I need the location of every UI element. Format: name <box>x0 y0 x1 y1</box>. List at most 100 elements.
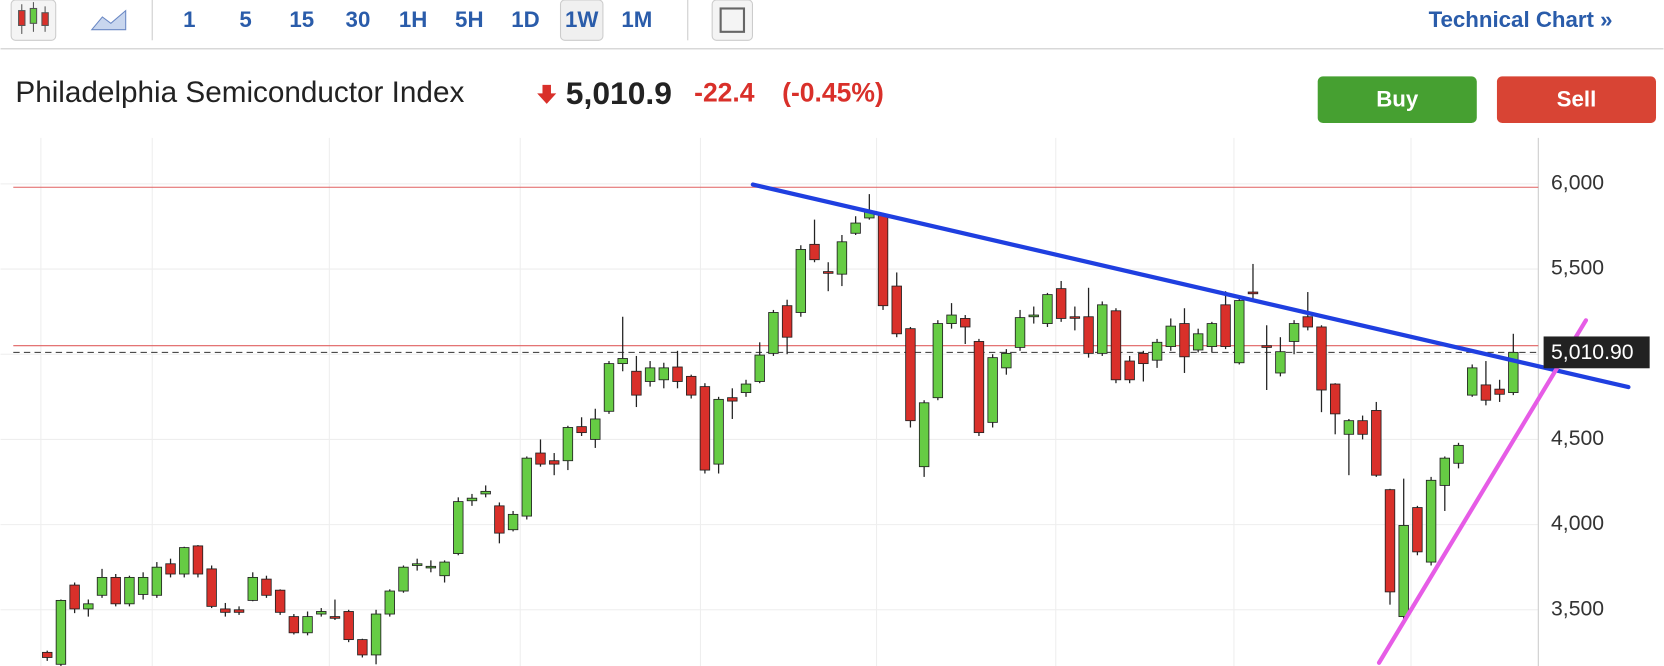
candle-body <box>1069 316 1081 319</box>
candle-body <box>425 565 437 569</box>
layout-glyph <box>719 7 746 33</box>
candle-body <box>1014 317 1026 348</box>
interval-button[interactable]: 15 <box>289 7 314 32</box>
plot <box>13 182 1631 666</box>
candle-body <box>1357 420 1368 435</box>
candle-body <box>302 616 313 634</box>
candle-body <box>1508 351 1519 393</box>
candle-body <box>42 651 53 658</box>
candle-body <box>1453 444 1464 464</box>
candle-body <box>1275 351 1286 374</box>
candle-body <box>1179 323 1190 358</box>
interval-button[interactable]: 1W <box>565 7 598 32</box>
candle-body <box>686 375 697 396</box>
candle-body <box>535 452 546 465</box>
sell-button[interactable] <box>1496 76 1657 124</box>
candle-body <box>137 576 149 595</box>
change-percent: (-0.45%) <box>782 77 884 107</box>
candle-body <box>603 363 615 412</box>
candle-body <box>220 608 231 613</box>
buy-button[interactable] <box>1317 76 1477 124</box>
candle-body <box>836 241 848 275</box>
buy-label: Buy <box>1376 87 1419 112</box>
candle-body <box>165 563 176 575</box>
candle-body <box>1055 288 1067 319</box>
candle-body <box>1001 352 1012 369</box>
candle-body <box>973 341 985 434</box>
candle-icon <box>18 2 49 34</box>
candle-body <box>384 590 395 615</box>
candle-body <box>110 576 121 605</box>
candle-body <box>1467 367 1478 396</box>
candle-body <box>206 568 217 607</box>
candle-body <box>1220 304 1231 347</box>
candle-body <box>1384 489 1396 593</box>
candle-body <box>617 358 628 365</box>
candle-body <box>877 214 889 307</box>
interval-button[interactable]: 30 <box>346 7 371 32</box>
candle-body <box>1042 294 1053 324</box>
candle-body <box>1083 316 1094 354</box>
candle-body <box>823 271 834 274</box>
candle-body <box>1425 479 1437 563</box>
candle-body <box>233 609 245 613</box>
y-tick-label: 6,000 <box>1551 171 1604 194</box>
candle-body <box>960 318 971 328</box>
interval-button[interactable]: 5H <box>455 7 483 32</box>
candle-body <box>781 305 793 338</box>
candle-body <box>1261 345 1272 348</box>
candle-body <box>439 561 450 577</box>
change: -22.4 <box>694 77 755 107</box>
candle-body <box>946 314 957 324</box>
candle-body <box>411 563 423 566</box>
trendline <box>750 182 1631 390</box>
candle-body <box>1165 325 1176 347</box>
candle-body <box>795 249 807 313</box>
candle-body <box>905 328 916 422</box>
candle-body <box>1234 300 1245 364</box>
candle-body <box>1097 304 1108 354</box>
candle-body <box>1316 326 1327 391</box>
down-arrow <box>537 84 557 104</box>
interval-button[interactable]: 1M <box>621 7 652 32</box>
candle-body <box>357 639 368 656</box>
interval-button[interactable]: 1D <box>511 7 539 32</box>
selected-interval-box <box>559 0 604 41</box>
candle-body <box>316 611 327 615</box>
candle-body <box>548 460 560 465</box>
candle-body <box>1124 360 1135 381</box>
candle-body <box>1192 333 1204 351</box>
layout-icon[interactable] <box>711 0 753 41</box>
last-price-box <box>1543 336 1650 369</box>
candle-body <box>179 547 190 575</box>
y-tick-label: 4,500 <box>1551 427 1604 450</box>
candle-body <box>590 418 601 440</box>
technical-chart-link[interactable]: Technical Chart » <box>1429 7 1613 32</box>
candle-body <box>768 312 779 354</box>
candle-body <box>398 566 409 592</box>
candle-body <box>713 398 724 465</box>
candle-body <box>1302 316 1313 328</box>
candle-body <box>370 613 382 656</box>
candle-body <box>494 505 505 534</box>
trendline <box>1376 318 1589 665</box>
candle-body <box>1343 420 1355 435</box>
candle-body <box>1329 383 1341 415</box>
candle-body <box>918 402 930 468</box>
candle-body <box>466 497 478 502</box>
area-icon[interactable] <box>90 9 127 31</box>
candle-body <box>261 578 272 596</box>
price: 5,010.9 <box>566 75 672 111</box>
candle-body <box>507 513 519 531</box>
candle-body <box>562 427 574 462</box>
interval-button[interactable]: 1H <box>399 7 427 32</box>
candle-body <box>1412 507 1423 553</box>
candle-body <box>1480 384 1492 401</box>
candle-body <box>631 370 642 396</box>
candle-body <box>1398 525 1409 618</box>
candle-body <box>69 584 80 610</box>
candle-body <box>932 323 944 399</box>
interval-button[interactable]: 5 <box>239 7 251 32</box>
interval-button[interactable]: 1 <box>183 7 195 32</box>
